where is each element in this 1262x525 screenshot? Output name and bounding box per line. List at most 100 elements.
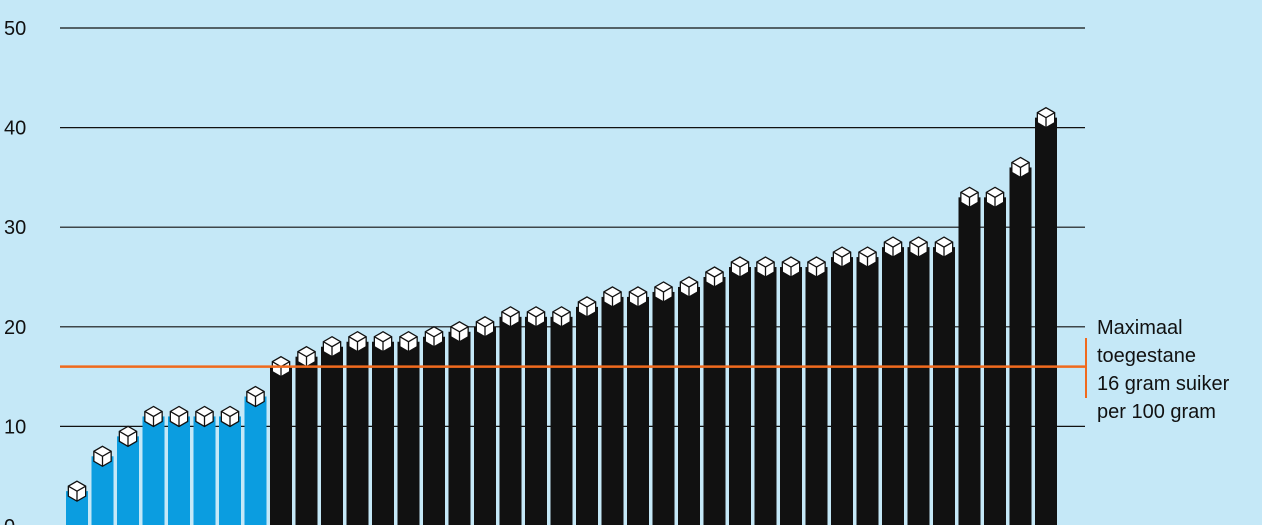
sugar-cube-icon (1036, 106, 1056, 129)
y-tick-label-40: 40 (4, 118, 26, 140)
sugar-cube-icon (118, 425, 138, 448)
bar-rect (142, 416, 165, 525)
bar-10 (295, 345, 318, 525)
sugar-cube-icon (552, 306, 571, 328)
limit-label-line-3: 16 gram suiker (1097, 373, 1230, 395)
bar-rect (754, 267, 777, 525)
bar-rect (1009, 167, 1032, 525)
bar-7 (219, 405, 241, 525)
sugar-cube-icon (475, 316, 495, 338)
bar-26 (703, 266, 726, 525)
bar-rect (882, 247, 904, 525)
bar-rect (933, 247, 955, 525)
sugar-cube-icon (424, 326, 444, 348)
y-tick-label-30: 30 (4, 217, 26, 239)
bar-rect (346, 341, 369, 525)
limit-label-line-4: per 100 gram (1097, 401, 1216, 423)
bar-9 (270, 355, 292, 525)
bar-2 (91, 445, 114, 525)
y-tick-label-50: 50 (4, 18, 26, 40)
bar-rect (91, 456, 114, 525)
sugar-cube-icon (399, 330, 418, 353)
bar-rect (703, 277, 726, 525)
sugar-cube-icon (679, 276, 699, 298)
bar-rect (907, 247, 930, 525)
bar-14 (397, 330, 420, 525)
bar-29 (780, 256, 802, 525)
bar-rect (856, 257, 879, 525)
bar-3 (117, 425, 139, 525)
bar-rect (244, 396, 267, 525)
bar-rect (168, 416, 190, 525)
bar-38 (1009, 156, 1032, 525)
bar-11 (321, 335, 343, 525)
bar-21 (576, 296, 598, 525)
bar-25 (678, 276, 700, 525)
bar-rect (805, 267, 828, 525)
bar-rect (984, 197, 1006, 525)
sugar-cube-icon (985, 186, 1005, 209)
sugar-cube-icon (526, 306, 546, 328)
bar-rect (321, 346, 343, 525)
sugar-cube-icon (501, 306, 520, 328)
sugar-cube-icon (934, 236, 954, 258)
bar-28 (754, 256, 777, 525)
bar-4 (142, 405, 165, 525)
bar-33 (882, 236, 904, 525)
limit-label-line-2: toegestane (1097, 345, 1196, 367)
bar-rect (831, 257, 853, 525)
y-axis-ticks: 0 10 20 30 40 50 (4, 18, 26, 525)
bar-15 (423, 326, 445, 525)
sugar-cube-icon (577, 296, 597, 318)
bar-1 (66, 480, 88, 525)
sugar-cube-icon (909, 236, 928, 258)
bar-31 (831, 246, 853, 525)
sugar-cube-icon (807, 256, 826, 278)
sugar-cube-icon (246, 385, 265, 408)
sugar-cube-icon (960, 186, 979, 209)
bar-rect (193, 416, 216, 525)
bar-39 (1035, 106, 1057, 525)
limit-line-group (60, 338, 1087, 398)
sugar-cube-icon (883, 236, 903, 258)
bar-27 (729, 256, 751, 525)
y-tick-label-10: 10 (4, 416, 26, 438)
bar-22 (601, 286, 624, 525)
sugar-cube-icon (348, 330, 367, 353)
bar-rect (295, 356, 318, 525)
limit-label-line-1: Maximaal (1097, 317, 1183, 339)
bar-17 (474, 316, 496, 525)
bar-rect (397, 341, 420, 525)
bar-12 (346, 330, 369, 525)
sugar-cube-icon (373, 330, 393, 353)
bar-rect (270, 366, 292, 525)
bar-rect (66, 491, 88, 525)
sugar-cube-icon (220, 405, 240, 428)
bar-13 (372, 330, 394, 525)
bar-rect (372, 341, 394, 525)
bar-20 (550, 306, 573, 525)
sugar-cube-icon (1011, 156, 1030, 179)
bar-23 (627, 286, 649, 525)
bar-6 (193, 405, 216, 525)
sugar-cube-icon (450, 321, 469, 343)
sugar-cube-icon (603, 286, 622, 308)
sugar-cube-icon (144, 405, 163, 428)
sugar-cube-icon (756, 256, 775, 278)
bar-30 (805, 256, 828, 525)
bar-rect (780, 267, 802, 525)
bar-36 (958, 186, 981, 525)
bar-37 (984, 186, 1006, 525)
bar-rect (678, 286, 700, 525)
bar-rect (550, 316, 573, 525)
sugar-cube-icon (195, 405, 214, 428)
bar-rect (958, 197, 981, 525)
sugar-cube-icon (297, 345, 316, 368)
bar-rect (729, 267, 751, 525)
sugar-cube-icon (169, 405, 189, 428)
sugar-cube-icon (654, 281, 673, 303)
bar-rect (448, 331, 471, 525)
sugar-cube-icon (322, 335, 342, 358)
bar-rect (601, 296, 624, 525)
